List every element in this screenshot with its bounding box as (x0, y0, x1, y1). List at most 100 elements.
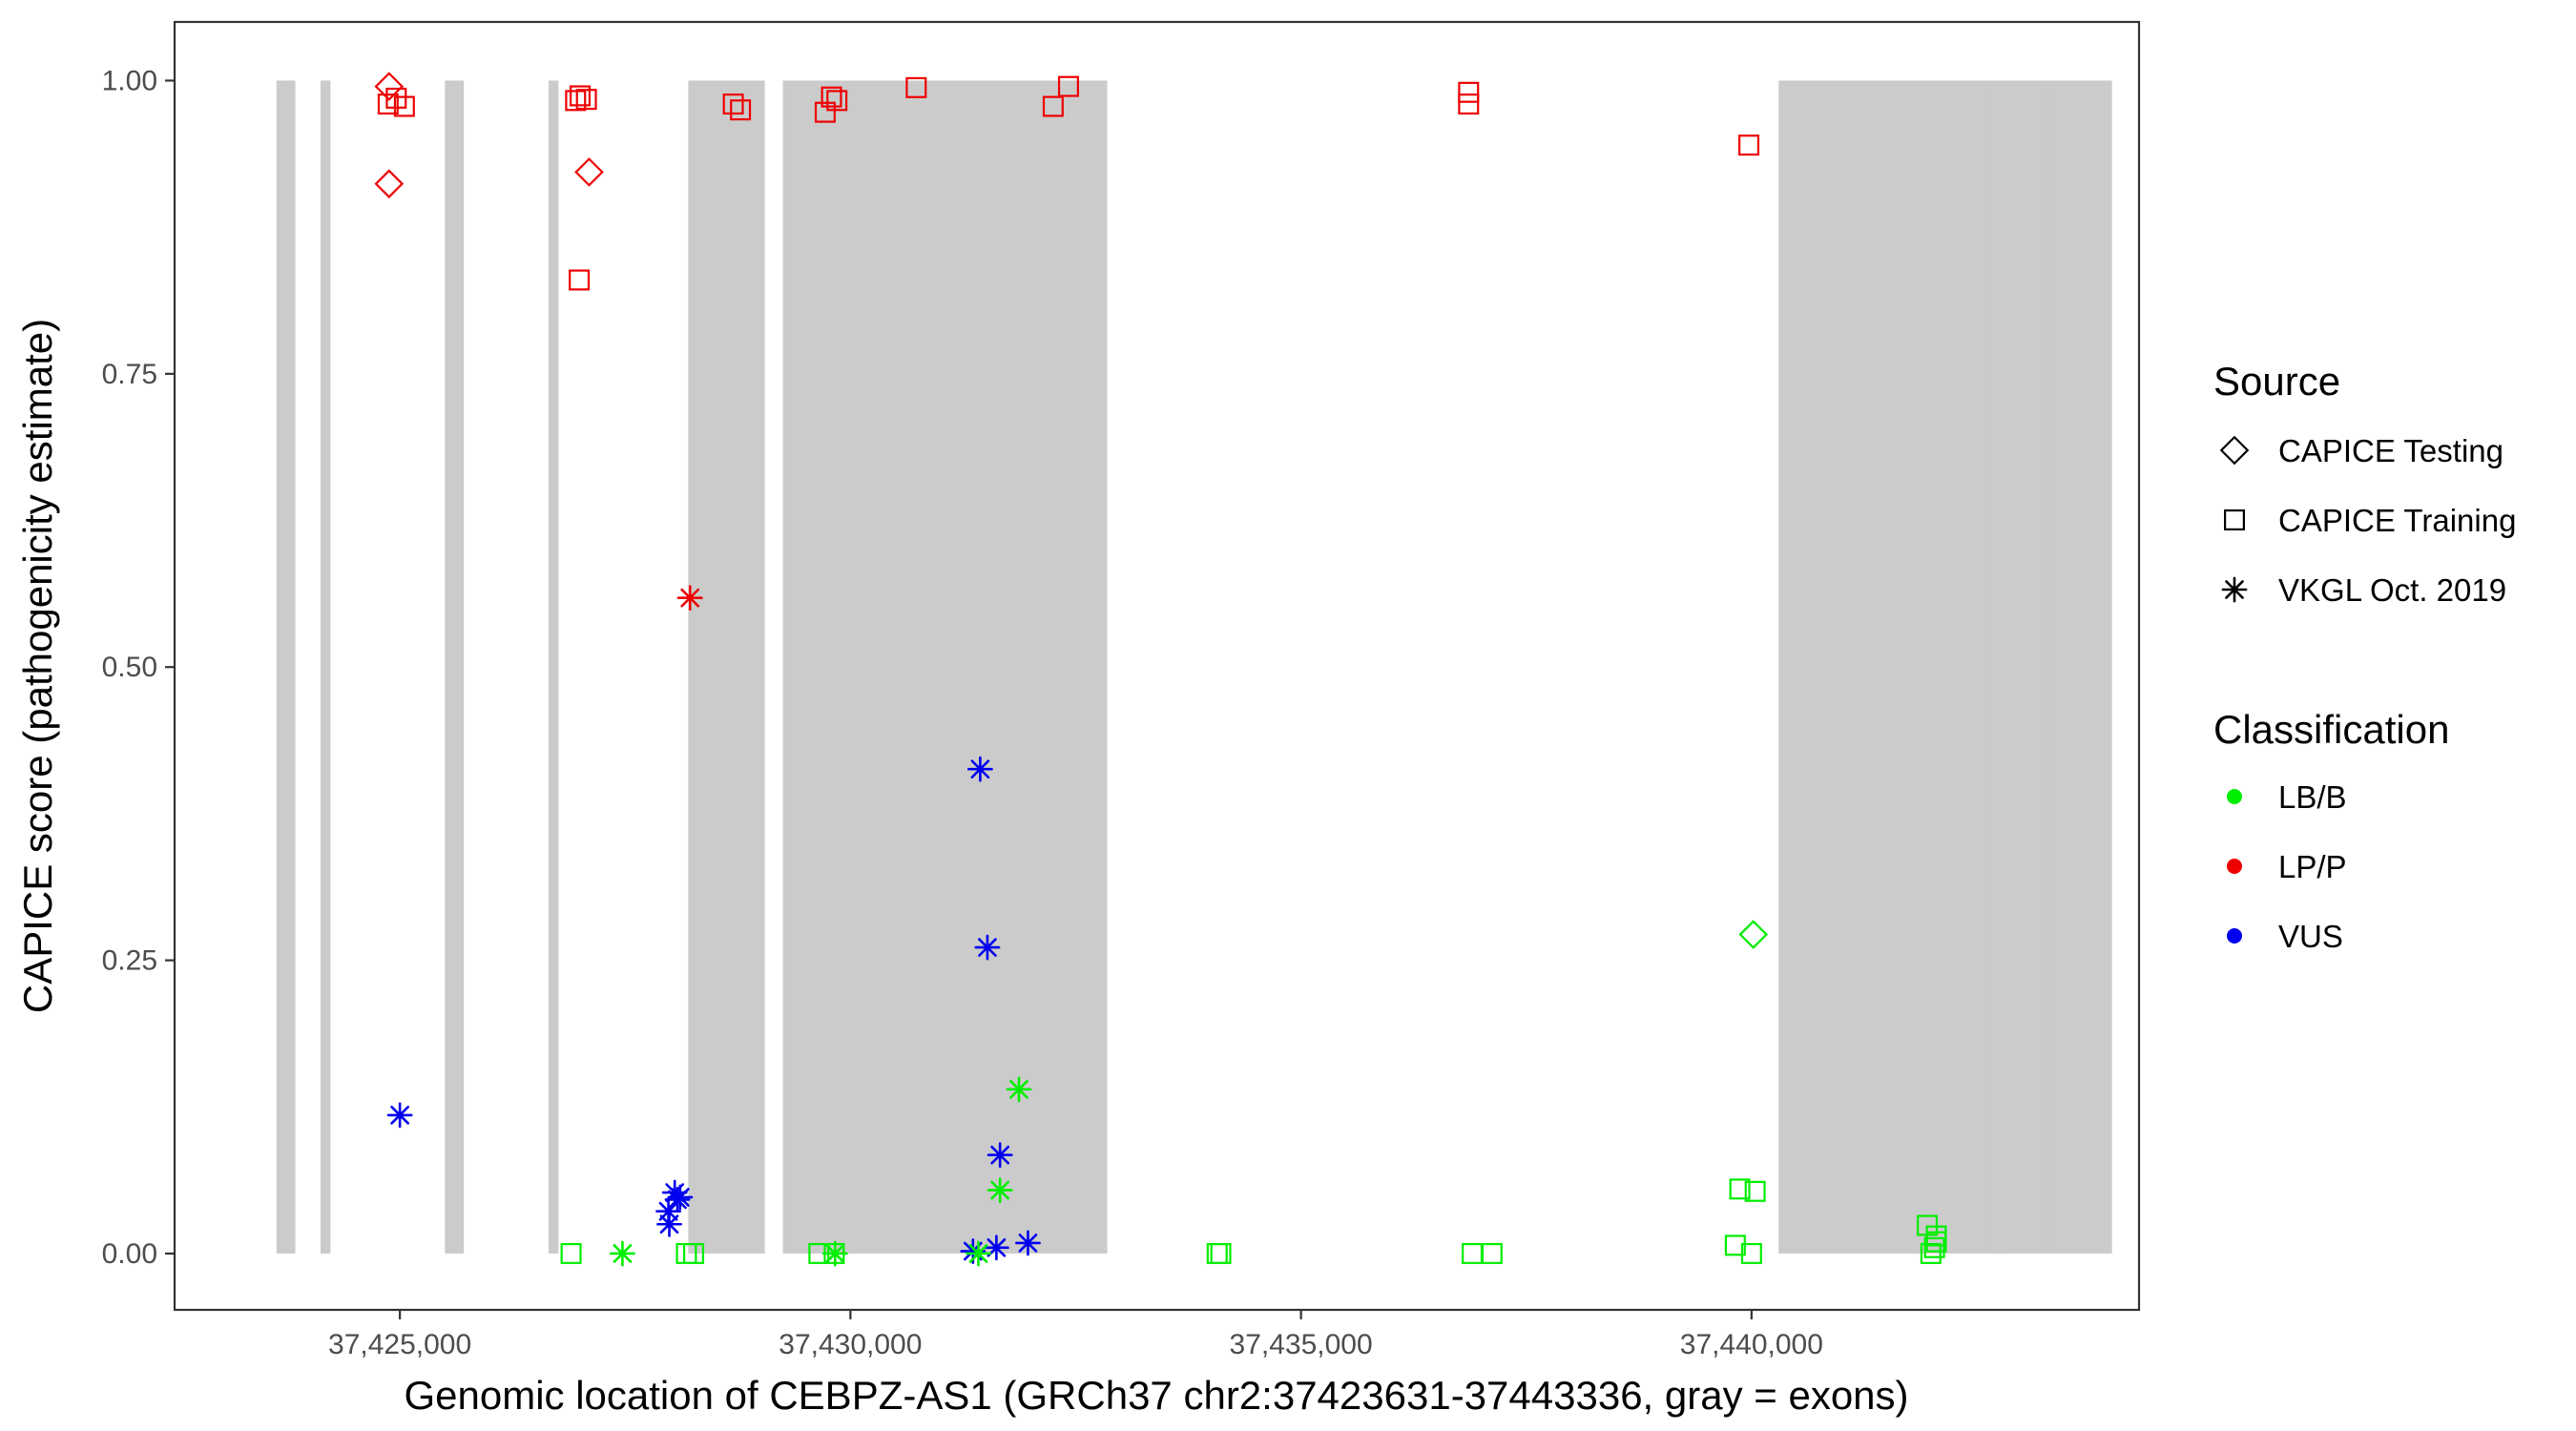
data-point (575, 89, 597, 111)
legend-class-label: LB/B (2278, 779, 2347, 815)
data-point (570, 85, 592, 107)
data-point (1738, 135, 1760, 156)
x-axis: 37,425,000 37,430,000 37,435,000 37,440,000 (328, 1310, 1823, 1360)
legend-source-items: CAPICE Testing CAPICE Training VKGL Oct. 2… (2219, 433, 2516, 608)
data-point (393, 95, 415, 117)
square-marker (1729, 1178, 1751, 1200)
square-marker (1724, 1234, 1746, 1256)
data-point (987, 1177, 1013, 1203)
legend-source-label: VKGL Oct. 2019 (2278, 572, 2506, 608)
exon-band (1985, 80, 2009, 1254)
square-marker (1042, 95, 1064, 117)
square-marker (385, 87, 407, 109)
square-marker (826, 90, 848, 112)
legend-source-key (2219, 435, 2250, 466)
asterisk-stroke (1009, 1079, 1028, 1099)
square-marker (1740, 1242, 1762, 1264)
square-marker (1738, 135, 1760, 156)
square-marker (1923, 1236, 1945, 1258)
data-point (386, 1102, 413, 1129)
asterisk-stroke (1018, 1234, 1038, 1253)
data-point (983, 1234, 1009, 1261)
legend-class-key (2227, 789, 2242, 804)
data-point (821, 1240, 848, 1267)
exon-band (782, 80, 1108, 1254)
data-point (574, 157, 604, 187)
data-point (374, 72, 405, 101)
data-point (966, 756, 993, 782)
legend-class-key (2227, 928, 2242, 944)
data-point (683, 1242, 705, 1264)
square-marker (905, 76, 927, 98)
data-point (1920, 1242, 1942, 1264)
data-point (1744, 1180, 1766, 1202)
diamond-marker (2219, 435, 2250, 466)
x-tick-label: 37,440,000 (1680, 1329, 1823, 1360)
exon-bands (276, 80, 2112, 1254)
asterisk-stroke (968, 1244, 988, 1263)
y-tick-label: 0.25 (102, 945, 157, 977)
square-marker (569, 269, 591, 291)
data-point (656, 1211, 682, 1237)
data-point (1006, 1076, 1032, 1103)
square-marker (377, 93, 399, 115)
diamond-marker (574, 157, 604, 187)
data-point (1057, 75, 1079, 97)
data-point (1015, 1230, 1041, 1256)
data-point (560, 1242, 582, 1264)
asterisk-stroke (2225, 580, 2244, 599)
data-point (1925, 1231, 1947, 1253)
data-point (610, 1240, 635, 1267)
data-point (1458, 81, 1480, 103)
asterisk-stroke (978, 938, 997, 957)
data-point (1729, 1178, 1751, 1200)
legend-source-key (2224, 508, 2246, 530)
legend-classification-items: LB/B LP/P VUS (2227, 779, 2347, 954)
diamond-marker (374, 169, 405, 198)
data-point (730, 99, 752, 121)
legend-class-key (2227, 859, 2242, 874)
data-point (722, 93, 744, 115)
y-tick-label: 1.00 (102, 65, 157, 96)
asterisk-stroke (390, 1106, 409, 1125)
asterisk-stroke (970, 759, 990, 779)
data-point (966, 1240, 991, 1267)
data-point (974, 934, 1001, 961)
exon-band (445, 80, 465, 1254)
asterisk-stroke (613, 1244, 633, 1263)
exon-band (276, 80, 296, 1254)
square-marker (393, 95, 415, 117)
x-axis-title: Genomic location of CEBPZ-AS1 (GRCh37 ch… (404, 1373, 1908, 1418)
exon-band (548, 80, 559, 1254)
data-point (1210, 1242, 1232, 1264)
data-point (1042, 95, 1064, 117)
square-marker (1210, 1242, 1232, 1264)
square-marker (1920, 1242, 1942, 1264)
y-axis: 0.00 0.25 0.50 0.75 1.00 (102, 65, 175, 1270)
data-point (1740, 1242, 1762, 1264)
asterisk-stroke (659, 1214, 679, 1234)
exon-band (1778, 80, 2112, 1254)
square-marker (1057, 75, 1079, 97)
data-point (1481, 1242, 1503, 1264)
plot-panel-border (173, 20, 2141, 1312)
data-point (374, 169, 405, 198)
y-axis-title: CAPICE score (pathogenicity estimate) (15, 319, 60, 1013)
data-point (821, 86, 842, 108)
y-tick-label: 0.75 (102, 359, 157, 390)
square-marker (1925, 1231, 1947, 1253)
x-tick-label: 37,430,000 (779, 1329, 922, 1360)
data-point (377, 93, 399, 115)
square-marker (2224, 508, 2246, 530)
data-point (1923, 1236, 1945, 1258)
diamond-marker (374, 72, 405, 101)
square-marker (683, 1242, 705, 1264)
x-tick-label: 37,425,000 (328, 1329, 471, 1360)
y-tick-label: 0.50 (102, 652, 157, 683)
legend-source-title: Source (2213, 359, 2340, 404)
data-point (826, 90, 848, 112)
data-point (1738, 920, 1769, 949)
y-tick-label: 0.00 (102, 1238, 157, 1270)
